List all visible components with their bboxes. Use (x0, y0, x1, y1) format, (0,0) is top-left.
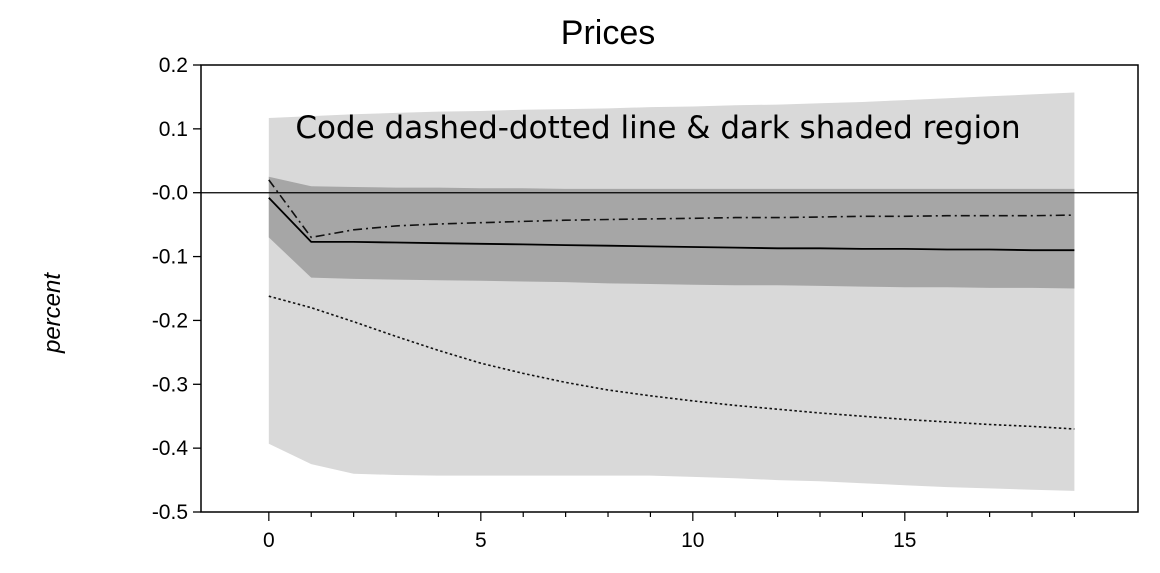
y-tick-label: 0.2 (159, 54, 188, 77)
y-axis: 0.2 0.1 -0.0 -0.1 -0.2 -0.3 -0.4 -0.5 (152, 54, 201, 524)
series-line-dashdot (268, 179, 1075, 239)
x-axis: 0 5 10 15 (263, 512, 1076, 552)
y-tick-label: -0.1 (152, 246, 188, 269)
band-dark (268, 176, 1075, 289)
confidence-bands (268, 92, 1075, 491)
y-tick-label: -0.3 (152, 373, 188, 396)
y-tick-label: -0.5 (152, 501, 188, 524)
x-tick-label: 15 (893, 529, 916, 552)
series-line-solid (268, 197, 1075, 252)
annotation-text: Code dashed-dotted line & dark shaded re… (295, 110, 1020, 146)
plot-frame (200, 64, 1139, 513)
chart-title: Prices (561, 14, 655, 52)
band-light (268, 92, 1075, 491)
series-lines (268, 179, 1075, 430)
series-line-dotted (268, 295, 1075, 430)
x-tick-label: 5 (475, 529, 487, 552)
x-tick-label: 10 (681, 529, 704, 552)
x-tick-label: 0 (263, 529, 275, 552)
y-axis-label: percent (39, 272, 66, 354)
y-tick-label: -0.2 (152, 309, 188, 332)
y-tick-label: -0.0 (152, 182, 188, 205)
y-tick-label: 0.1 (159, 118, 188, 141)
y-tick-label: -0.4 (152, 437, 189, 460)
